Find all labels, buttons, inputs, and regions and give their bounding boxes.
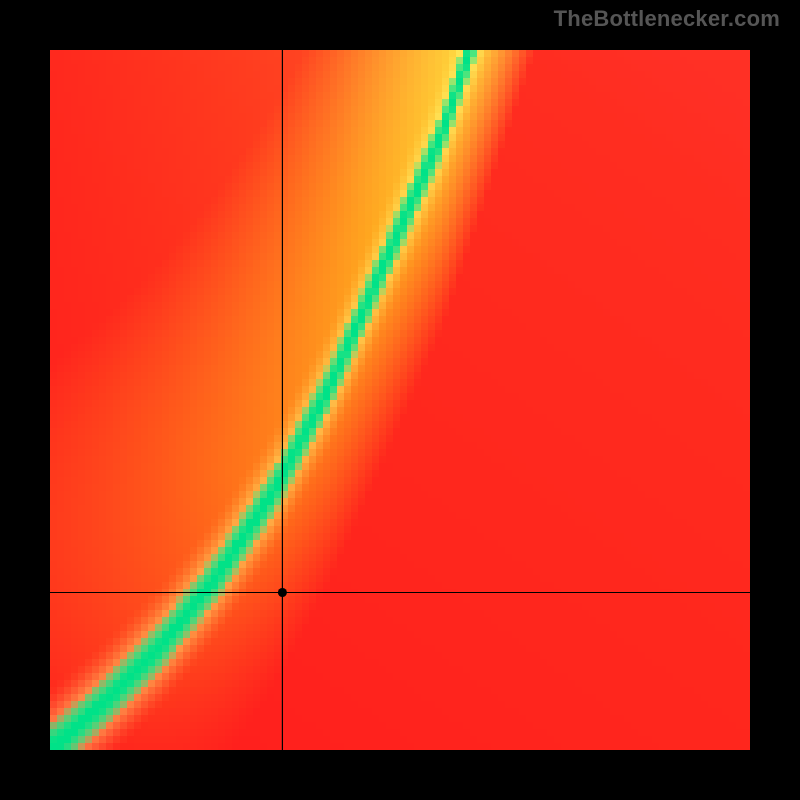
watermark-label: TheBottlenecker.com [554, 6, 780, 32]
bottleneck-heatmap [50, 50, 750, 750]
